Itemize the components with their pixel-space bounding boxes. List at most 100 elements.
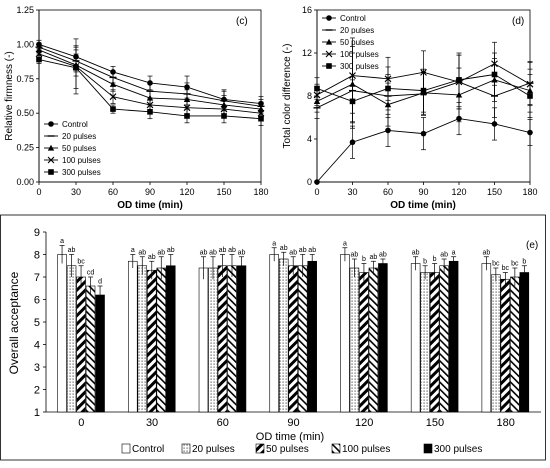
e-bar (439, 265, 449, 413)
c-data-point (221, 113, 227, 119)
e-xtick-label: 120 (355, 417, 373, 429)
d-legend-label: 100 pulses (340, 50, 379, 59)
e-significance-letter: d (98, 279, 102, 286)
e-bar (76, 276, 86, 413)
e-xtick-label: 180 (496, 417, 514, 429)
e-legend-swatch (331, 443, 341, 454)
d-data-point (385, 127, 391, 134)
panel-d-label: (d) (512, 16, 524, 27)
e-significance-letter: ab (280, 245, 288, 252)
e-significance-letter: a (272, 240, 276, 247)
c-legend-item: 20 pulses (44, 132, 96, 141)
d-data-point (491, 71, 498, 78)
c-legend-marker (48, 121, 54, 127)
d-xtick-label: 150 (487, 187, 502, 197)
panel-e-frame (0, 214, 546, 461)
d-data-point (420, 130, 427, 137)
e-bar (236, 265, 247, 413)
e-significance-letter: ab (412, 249, 420, 256)
e-bar (519, 272, 530, 413)
panel-d: 0 4 8 12 16 0 30 60 90 120 150 180 Control 20 pulses… (282, 5, 538, 211)
d-xtick-label: 180 (522, 187, 537, 197)
e-significance-letter: b (362, 256, 366, 263)
e-legend-label: 50 pulses (266, 444, 309, 455)
e-bar (491, 274, 501, 413)
e-ytick-label: 6 (34, 295, 40, 307)
d-ytick-label: 16 (302, 5, 312, 15)
c-ytick-label: 0.25 (16, 143, 34, 153)
e-bar (500, 278, 511, 413)
panel-d-ylabel: Total color difference (-) (282, 44, 293, 149)
e-bar (307, 260, 317, 413)
c-legend-item: Control (44, 120, 88, 129)
d-legend-label: 20 pulses (340, 26, 374, 35)
e-legend-swatch (181, 443, 191, 454)
d-legend-marker (326, 63, 332, 69)
c-data-point (36, 56, 42, 63)
c-xtick-label: 90 (145, 187, 155, 197)
c-legend-label: 300 pulses (62, 168, 101, 177)
e-significance-letter: bc (511, 261, 519, 268)
e-significance-letter: ab (157, 249, 165, 256)
panel-c-legend: Control 20 pulses 50 pulses 100 pulses 300 p… (44, 120, 101, 177)
d-legend-item: 100 pulses (322, 50, 379, 59)
d-legend-marker (325, 38, 333, 45)
c-data-point (147, 109, 153, 115)
e-legend-label: Control (132, 444, 164, 455)
e-bar (378, 263, 388, 413)
d-legend-item: 50 pulses (322, 38, 374, 47)
e-ytick-label: 8 (34, 250, 40, 262)
c-series-4 (36, 46, 264, 126)
e-significance-letter: ab (289, 249, 297, 256)
d-data-point (385, 85, 391, 92)
e-significance-letter: cd (87, 270, 95, 277)
panel-c-series (35, 38, 265, 126)
d-legend-item: Control (322, 14, 366, 23)
c-xtick-label: 120 (179, 187, 194, 197)
c-xtick-label: 60 (108, 187, 118, 197)
d-legend-marker (326, 15, 332, 21)
e-xtick-label: 150 (426, 417, 444, 429)
panel-e-legend: Control 20 pulses 50 pulses 100 pulses 300 p… (121, 443, 482, 455)
c-ytick-label: 0.00 (16, 177, 34, 187)
e-significance-letter: ab (299, 247, 307, 254)
e-bar (368, 267, 379, 413)
d-xtick-label: 90 (418, 187, 428, 197)
e-significance-letter: ab (370, 254, 378, 261)
panel-e-label: (e) (526, 240, 538, 251)
d-ytick-label: 8 (307, 91, 312, 101)
panel-d-legend: Control 20 pulses 50 pulses 100 pulses 300 p… (322, 14, 379, 71)
c-ytick-label: 0.75 (16, 74, 34, 84)
e-significance-letter: ab (379, 252, 387, 259)
e-significance-letter: bc (77, 258, 85, 265)
c-legend-marker (48, 169, 54, 175)
e-legend-label: 100 pulses (342, 444, 390, 455)
panel-c-axes: 0.00 0.25 0.50 0.75 1.00 1.25 0 30 60 90 120 150 180 (16, 5, 268, 197)
c-legend-label: Control (62, 120, 88, 129)
e-significance-letter: ab (351, 252, 359, 259)
e-significance-letter: ab (209, 249, 217, 256)
e-significance-letter: ab (228, 247, 236, 254)
c-ytick-label: 0.50 (16, 108, 34, 118)
c-legend-item: 50 pulses (44, 144, 96, 153)
panel-c-label: (c) (236, 16, 248, 27)
panel-c-ylabel: Relative firmness (-) (4, 51, 15, 140)
d-ytick-label: 4 (307, 134, 312, 144)
e-bar (208, 267, 218, 413)
d-data-point (527, 129, 533, 136)
e-bar (57, 254, 67, 413)
e-xtick-label: 60 (217, 417, 229, 429)
e-legend-item: 100 pulses (331, 443, 390, 455)
d-data-point (314, 85, 320, 92)
e-bar (137, 265, 148, 413)
e-legend-swatch (255, 443, 265, 454)
e-significance-letter: a (60, 238, 64, 245)
e-bar (95, 294, 105, 413)
e-bar (410, 263, 421, 413)
e-bar (217, 265, 228, 413)
e-significance-letter: ab (238, 249, 246, 256)
e-bar (510, 276, 520, 413)
e-significance-letter: ab (482, 249, 490, 256)
d-xtick-label: 0 (314, 187, 319, 197)
